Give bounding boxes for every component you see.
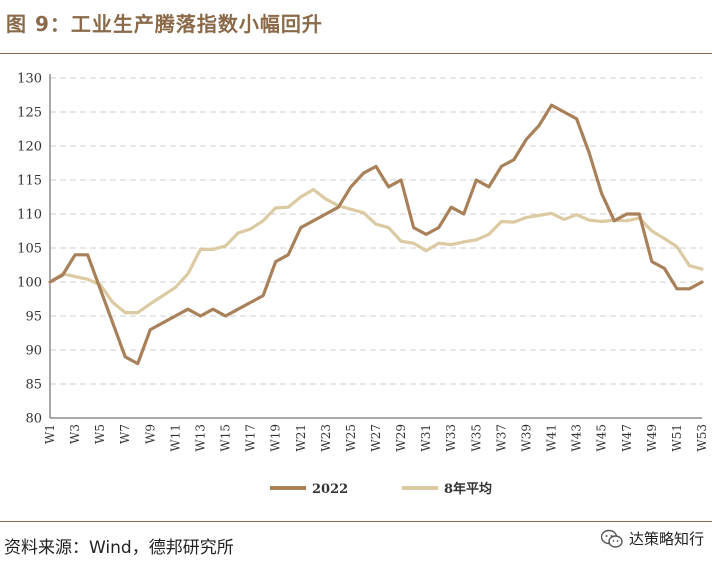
x-tick-label: W33	[444, 424, 458, 452]
x-tick-label: W37	[494, 424, 508, 452]
x-tick-label: W53	[695, 424, 709, 452]
x-tick-label: W41	[545, 424, 559, 452]
x-tick-label: W45	[595, 424, 609, 452]
y-tick-label: 115	[17, 174, 42, 189]
y-tick-label: 120	[17, 140, 42, 155]
y-tick-label: 100	[17, 276, 42, 291]
bottom-divider	[0, 521, 712, 522]
x-tick-label: W17	[244, 424, 258, 452]
x-tick-label: W47	[620, 424, 634, 452]
x-tick-label: W5	[93, 424, 107, 444]
figure-title: 图 9：工业生产腾落指数小幅回升	[6, 12, 323, 36]
x-tick-label: W15	[219, 424, 233, 452]
x-tick-label: W51	[670, 424, 684, 452]
x-tick-label: W43	[570, 424, 584, 452]
y-tick-label: 130	[17, 72, 42, 87]
line-chart: 80 85 90 95 100 105 110 115 120 125 130 W1 W3 W5 W7 W9…	[17, 72, 709, 498]
brand-watermark: 达策略知行	[600, 528, 704, 549]
legend: 2022 8年平均	[270, 481, 492, 497]
x-tick-label: W21	[294, 424, 308, 452]
legend-label: 8年平均	[444, 481, 492, 497]
y-tick-label: 90	[25, 344, 42, 359]
y-tick-label: 105	[17, 242, 42, 257]
y-axis-ticks: 80 85 90 95 100 105 110 115 120 125 130	[17, 72, 42, 427]
x-tick-label: W27	[369, 424, 383, 452]
x-tick-label: W3	[68, 424, 82, 444]
wechat-icon	[600, 529, 623, 548]
x-tick-label: W23	[319, 424, 333, 452]
series-line-2022	[48, 103, 704, 366]
x-tick-label: W25	[344, 424, 358, 452]
series-lines	[48, 103, 704, 366]
x-tick-label: W19	[269, 424, 283, 452]
y-tick-label: 125	[17, 106, 42, 121]
x-tick-label: W29	[394, 424, 408, 452]
axes	[49, 74, 702, 419]
x-axis-ticks: W1 W3 W5 W7 W9 W11 W13 W15 W17 W19 W21 W23 W25 W27 W29…	[43, 424, 709, 452]
y-tick-label: 80	[25, 412, 42, 427]
x-tick-label: W31	[419, 424, 433, 452]
series-line-avg	[48, 187, 704, 315]
y-tick-label: 95	[25, 310, 42, 325]
source-note: 资料来源：Wind，德邦研究所	[4, 538, 234, 558]
x-tick-label: W1	[43, 424, 57, 444]
y-tick-label: 85	[25, 378, 42, 393]
y-tick-label: 110	[17, 208, 42, 223]
x-tick-label: W13	[193, 424, 207, 452]
grid-lines	[50, 77, 702, 385]
x-tick-label: W39	[519, 424, 533, 452]
brand-name: 达策略知行	[628, 530, 704, 548]
x-tick-label: W49	[645, 424, 659, 452]
x-tick-label: W7	[118, 424, 132, 444]
x-tick-label: W11	[168, 424, 182, 452]
x-tick-label: W35	[469, 424, 483, 452]
top-divider	[0, 53, 712, 54]
legend-label: 2022	[312, 482, 348, 497]
x-tick-label: W9	[143, 424, 157, 444]
